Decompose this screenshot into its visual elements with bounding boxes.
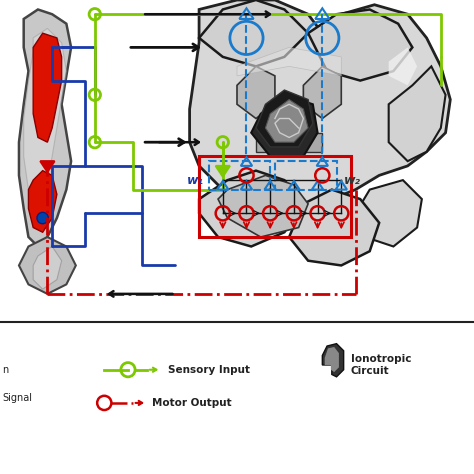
- Polygon shape: [256, 90, 313, 147]
- Polygon shape: [289, 190, 379, 265]
- Polygon shape: [216, 166, 230, 177]
- Polygon shape: [356, 180, 422, 246]
- Polygon shape: [33, 246, 62, 289]
- Polygon shape: [218, 175, 308, 237]
- Polygon shape: [199, 171, 303, 246]
- Polygon shape: [199, 0, 308, 66]
- Bar: [199, 156, 351, 237]
- Polygon shape: [251, 95, 318, 156]
- Text: w₂: w₂: [344, 173, 361, 187]
- Polygon shape: [256, 133, 322, 152]
- Text: n: n: [2, 365, 9, 375]
- Polygon shape: [33, 33, 62, 142]
- Polygon shape: [389, 66, 446, 161]
- Circle shape: [37, 212, 48, 224]
- Text: Ionotropic
Circuit: Ionotropic Circuit: [351, 354, 411, 376]
- Text: Motor Output: Motor Output: [152, 398, 231, 408]
- Polygon shape: [19, 9, 71, 246]
- Bar: [275, 161, 337, 190]
- Polygon shape: [190, 0, 450, 213]
- Polygon shape: [19, 237, 76, 294]
- Polygon shape: [303, 66, 341, 118]
- Polygon shape: [237, 66, 275, 118]
- Polygon shape: [308, 9, 412, 81]
- Polygon shape: [40, 161, 55, 172]
- Text: Signal: Signal: [2, 393, 32, 403]
- Polygon shape: [325, 347, 339, 372]
- Text: w₁: w₁: [187, 173, 204, 187]
- Polygon shape: [237, 47, 341, 76]
- Polygon shape: [28, 171, 57, 232]
- Polygon shape: [322, 344, 344, 377]
- Text: Sensory Input: Sensory Input: [168, 365, 250, 375]
- Bar: [209, 161, 270, 190]
- Polygon shape: [265, 100, 308, 142]
- Polygon shape: [389, 47, 417, 85]
- Polygon shape: [24, 28, 66, 213]
